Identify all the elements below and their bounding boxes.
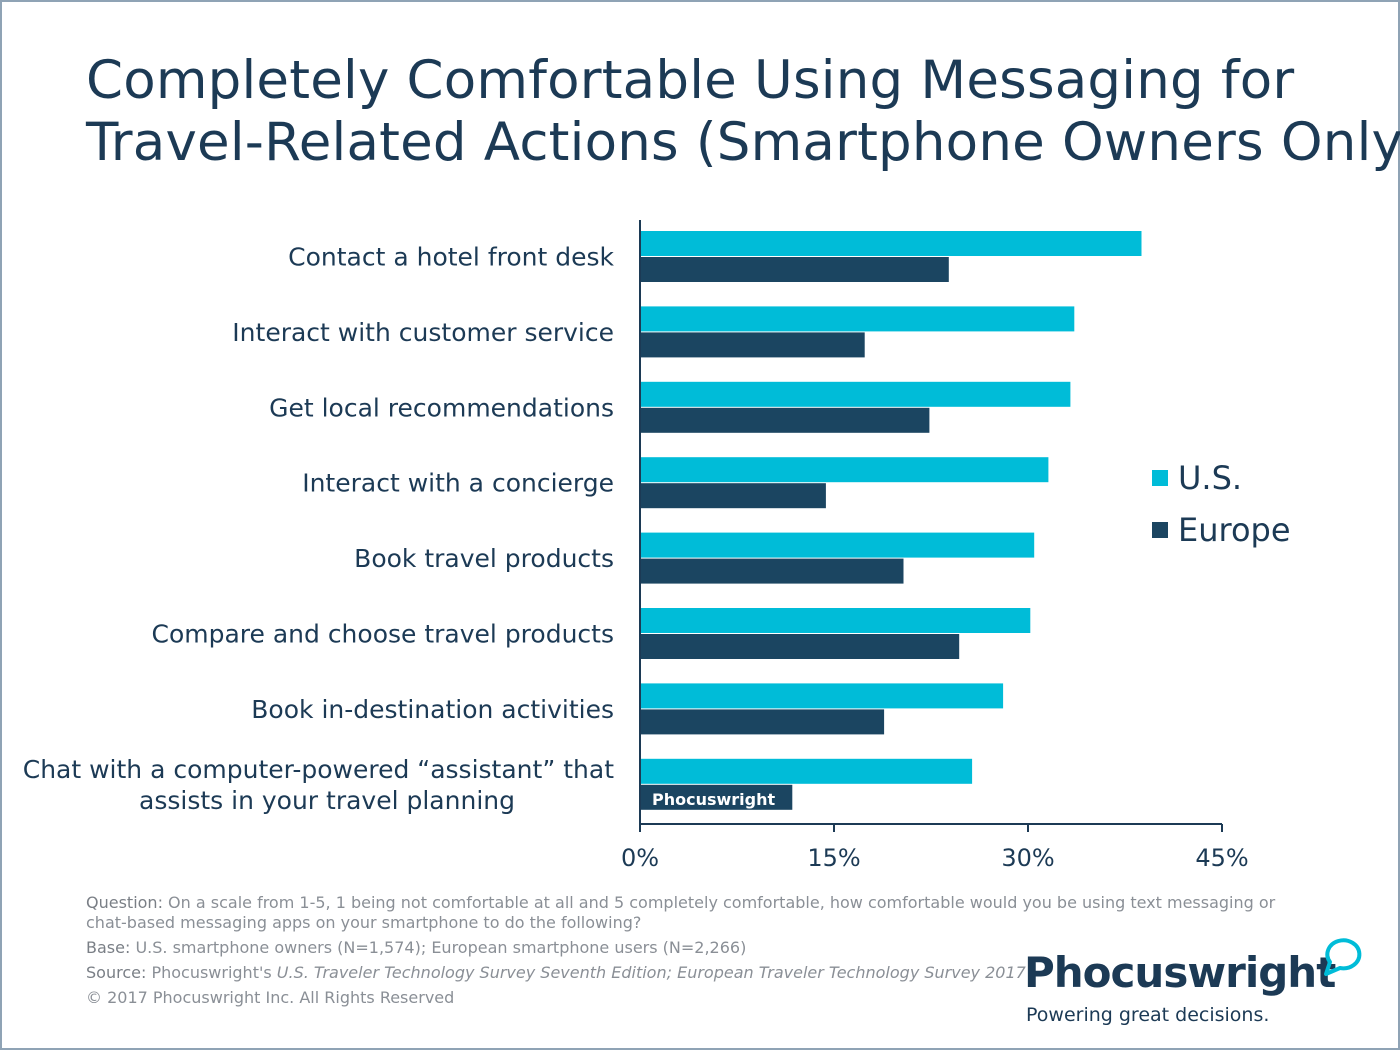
x-tick-label-1: 15% <box>807 844 860 872</box>
base-text: U.S. smartphone owners (N=1,574); Europe… <box>135 938 747 957</box>
category-label-7-line-0: Chat with a computer-powered “assistant”… <box>23 755 614 784</box>
x-tick-label-0: 0% <box>621 844 659 872</box>
title-line-2: Travel-Related Actions (Smartphone Owner… <box>86 112 1400 173</box>
bar-europe-5 <box>641 634 960 659</box>
category-label-0: Contact a hotel front desk <box>288 243 614 272</box>
bar-europe-6 <box>641 709 885 735</box>
source-titles: U.S. Traveler Technology Survey Seventh … <box>276 963 1026 982</box>
speech-bubble-icon <box>1324 938 1362 976</box>
source-prefix: Phocuswright's <box>151 963 272 982</box>
category-label-5: Compare and choose travel products <box>151 620 614 649</box>
bar-europe-3 <box>641 483 826 509</box>
bar-us-0 <box>641 231 1142 256</box>
bar-europe-2 <box>641 407 930 433</box>
category-label-1: Interact with customer service <box>232 318 614 347</box>
x-tick-label-3: 45% <box>1195 844 1248 872</box>
title-line-1: Completely Comfortable Using Messaging f… <box>86 50 1295 111</box>
chart-title: Completely Comfortable Using Messaging f… <box>86 50 1400 174</box>
bar-us-4 <box>641 532 1035 558</box>
category-label-4: Book travel products <box>354 544 614 573</box>
source-note: Source: Phocuswright's U.S. Traveler Tec… <box>86 963 1296 983</box>
logo-tagline: Powering great decisions. <box>1026 1004 1270 1026</box>
category-label-2: Get local recommendations <box>269 393 614 422</box>
question-text: On a scale from 1-5, 1 being not comfort… <box>86 893 1276 932</box>
legend-swatch-europe <box>1152 522 1168 538</box>
chart-legend: U.S. Europe <box>1152 452 1291 556</box>
legend-label-europe: Europe <box>1178 511 1291 549</box>
legend-item-us: U.S. <box>1152 452 1291 504</box>
base-label: Base: <box>86 938 131 957</box>
category-label-7-line-1: assists in your travel planning <box>139 786 515 815</box>
bar-europe-4 <box>641 558 904 584</box>
logo-wordmark: Phocuswright <box>1024 948 1336 997</box>
bar-us-2 <box>641 381 1071 407</box>
bar-us-3 <box>641 457 1049 483</box>
category-label-3: Interact with a concierge <box>302 469 614 498</box>
legend-item-europe: Europe <box>1152 504 1291 556</box>
phocuswright-logo: Phocuswright Powering great decisions. <box>1024 938 1374 1030</box>
bar-europe-0 <box>641 257 949 282</box>
bar-europe-1 <box>641 332 865 358</box>
x-tick-label-2: 30% <box>1001 844 1054 872</box>
legend-swatch-us <box>1152 470 1168 486</box>
footnotes: Question: On a scale from 1-5, 1 being n… <box>86 893 1296 1013</box>
copyright-note: © 2017 Phocuswright Inc. All Rights Rese… <box>86 988 455 1007</box>
base-note: Base: U.S. smartphone owners (N=1,574); … <box>86 938 1296 958</box>
legend-label-us: U.S. <box>1178 459 1243 497</box>
bar-us-6 <box>641 683 1004 709</box>
bar-europe-7 <box>641 784 793 810</box>
question-label: Question: <box>86 893 163 912</box>
source-label: Source: <box>86 963 147 982</box>
question-note: Question: On a scale from 1-5, 1 being n… <box>86 893 1296 933</box>
category-label-6: Book in-destination activities <box>251 695 614 724</box>
bar-us-5 <box>641 608 1031 633</box>
bar-us-1 <box>641 306 1075 332</box>
bar-us-7 <box>641 758 973 784</box>
